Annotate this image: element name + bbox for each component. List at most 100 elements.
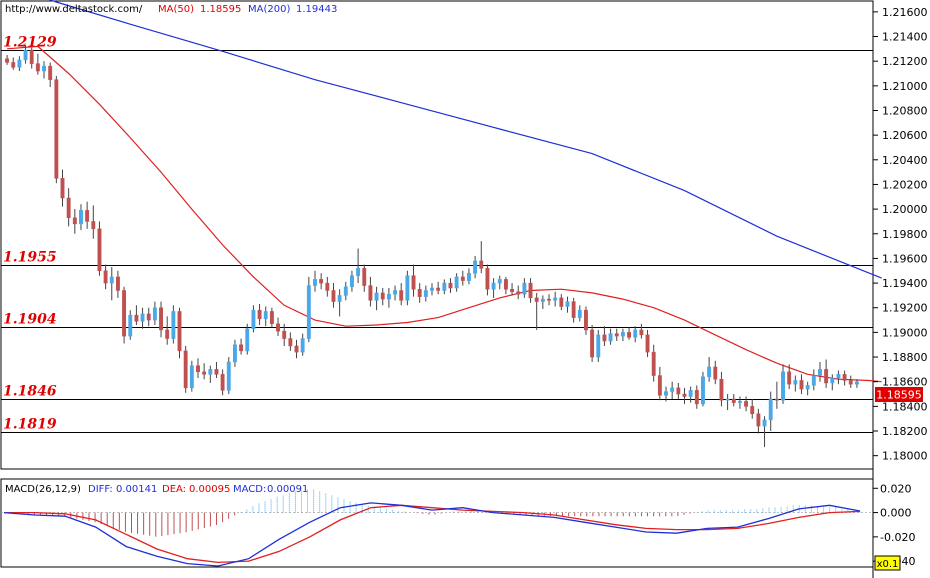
zoom-box[interactable] xyxy=(874,555,901,571)
candle-body xyxy=(694,390,699,405)
candle-body xyxy=(60,178,65,199)
zoom-label[interactable]: x0.1 xyxy=(877,559,899,570)
candle-body xyxy=(245,328,250,352)
candle xyxy=(528,278,533,303)
candle-body xyxy=(516,291,521,295)
candle-body xyxy=(356,268,361,276)
candle-body xyxy=(787,371,792,385)
candle xyxy=(159,301,163,338)
candle xyxy=(368,276,373,307)
candle xyxy=(639,323,644,339)
candle-body xyxy=(824,369,829,384)
candle xyxy=(467,268,471,285)
level-label: 1.1846 xyxy=(3,384,57,400)
price-tick-label: 1.18000 xyxy=(882,450,928,463)
candles xyxy=(5,45,859,448)
candle-body xyxy=(608,333,613,342)
candle-body xyxy=(756,413,761,427)
candle-body xyxy=(830,377,835,384)
candle xyxy=(608,328,613,345)
price-tick-label: 1.19800 xyxy=(882,228,928,241)
candle-body xyxy=(42,65,46,72)
candle-body xyxy=(497,279,502,284)
candle xyxy=(818,361,822,382)
candle xyxy=(29,47,34,69)
candle-body xyxy=(288,338,293,347)
candle-body xyxy=(54,79,59,179)
candle-body xyxy=(713,366,718,380)
candle xyxy=(503,276,508,295)
candle-body xyxy=(393,290,397,295)
macd-header: MACD(26,12,9) DIFF: 0.00141 DEA: 0.00095… xyxy=(5,484,308,495)
zoom-indicator[interactable]: x0.1 xyxy=(874,555,901,571)
candle xyxy=(854,379,859,388)
candle xyxy=(787,364,792,390)
candle-body xyxy=(97,228,102,272)
candle-body xyxy=(23,49,28,61)
candle-body xyxy=(719,378,724,401)
candle-body xyxy=(503,279,508,290)
candle-body xyxy=(454,276,459,289)
site-url[interactable]: http://www.deltastock.com/ xyxy=(5,4,143,15)
candle-body xyxy=(189,365,194,389)
candle xyxy=(380,288,385,306)
candle xyxy=(491,278,496,298)
candle-body xyxy=(559,297,564,307)
candle-body xyxy=(399,290,404,301)
candle-body xyxy=(11,62,16,68)
candle xyxy=(584,306,588,335)
candle xyxy=(60,169,65,207)
candle-body xyxy=(91,221,96,230)
candle xyxy=(35,53,40,75)
price-tick-label: 1.18200 xyxy=(882,425,928,438)
candle xyxy=(547,294,551,306)
macd-name: MACD(26,12,9) xyxy=(5,484,81,495)
candle xyxy=(91,205,96,239)
candle-body xyxy=(183,350,188,389)
macd-tick-label: 0.000 xyxy=(880,507,912,520)
price-tick-label: 1.19200 xyxy=(882,302,928,315)
candle-body xyxy=(528,282,533,299)
candle xyxy=(516,285,521,300)
candle xyxy=(220,369,225,396)
candle xyxy=(115,270,120,298)
level-label: 1.1955 xyxy=(3,250,57,266)
price-axis: 1.21600 1.21400 1.21200 1.21000 1.20800 1.206… xyxy=(873,6,928,463)
candle xyxy=(510,283,515,296)
candle xyxy=(325,276,330,297)
candle-body xyxy=(380,292,385,300)
candle xyxy=(565,296,570,313)
candle xyxy=(79,204,83,231)
candle xyxy=(848,375,853,388)
candle xyxy=(430,283,434,296)
candle xyxy=(66,188,71,227)
candle xyxy=(177,307,182,359)
candle xyxy=(54,75,59,184)
candle xyxy=(263,306,268,327)
candle-body xyxy=(540,298,545,302)
candle-body xyxy=(842,374,847,381)
candle-body xyxy=(128,314,133,337)
candle-body xyxy=(208,369,213,375)
ma50-label: MA(50) xyxy=(158,4,194,15)
candle-body xyxy=(670,387,675,392)
candle-body xyxy=(701,376,705,405)
dea-line xyxy=(4,504,861,564)
candle xyxy=(109,267,114,301)
candle-body xyxy=(596,334,601,358)
candle-body xyxy=(854,381,859,385)
macd-label: MACD: xyxy=(233,484,266,495)
price-tick-label: 1.19400 xyxy=(882,277,928,290)
ma200-value: 1.19443 xyxy=(296,4,337,15)
dea-label: DEA: xyxy=(162,484,186,495)
ma50-value: 1.18595 xyxy=(200,4,241,15)
candle-body xyxy=(750,406,755,415)
candle-body xyxy=(442,282,447,291)
candle-body xyxy=(411,275,416,290)
candle xyxy=(417,283,422,303)
current-price-box xyxy=(875,387,923,402)
candle-body xyxy=(448,282,453,289)
candle xyxy=(85,201,90,229)
candle xyxy=(276,317,280,337)
candle xyxy=(688,386,693,403)
